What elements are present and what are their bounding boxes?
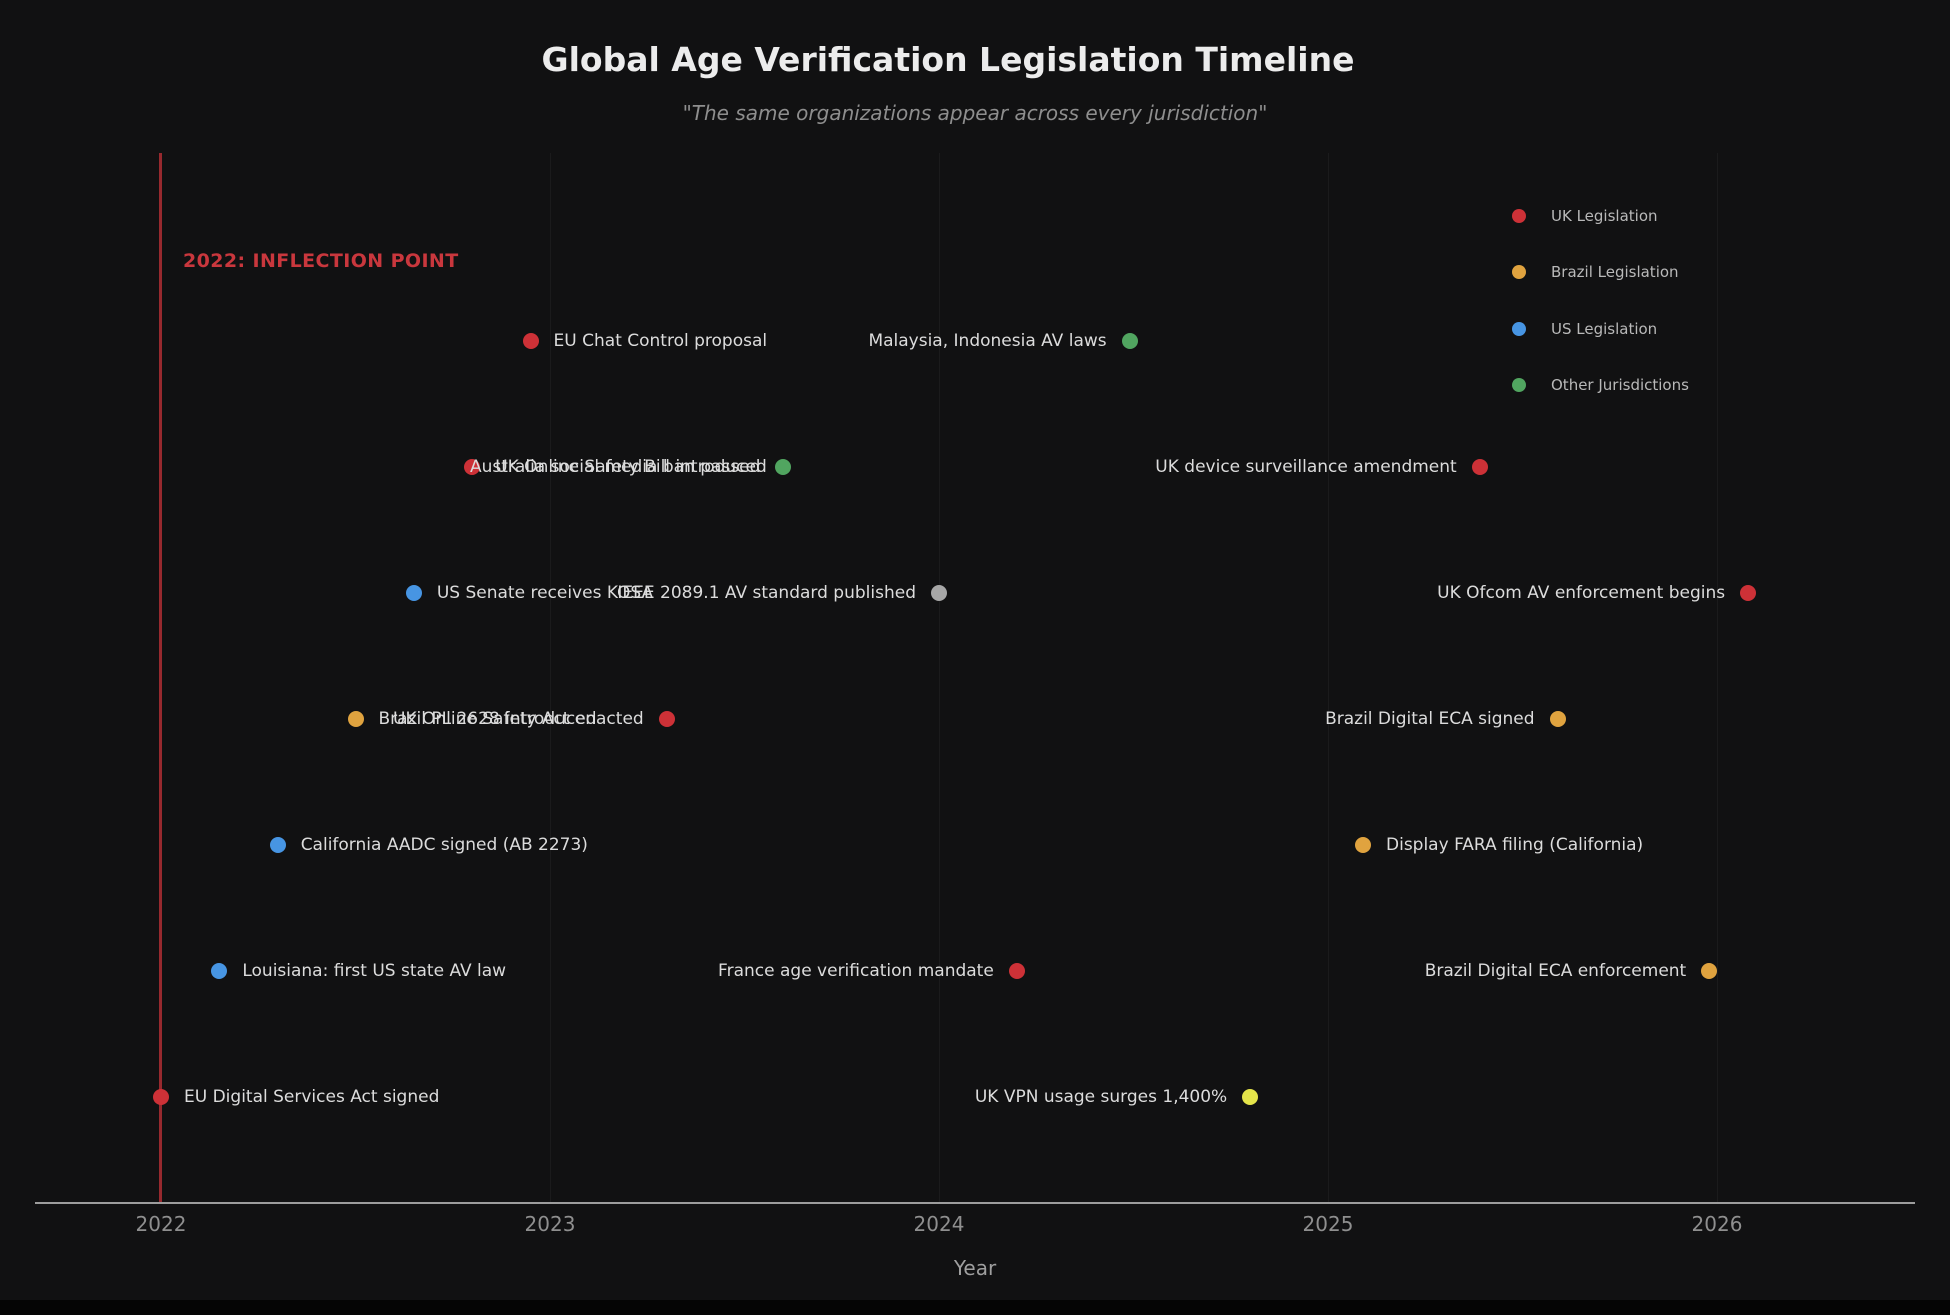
bottom-strip [0, 1300, 1950, 1315]
event-dot [1242, 1089, 1259, 1105]
event-label: Australia social media ban passed [470, 457, 761, 477]
legend-dot [1512, 377, 1526, 392]
event-label: UK Online Safety Bill introduced [495, 457, 767, 477]
x-axis-label: Year [953, 1256, 997, 1280]
event-dot [1355, 837, 1371, 853]
legend-dot [1512, 321, 1526, 336]
x-tick-label: 2024 [913, 1212, 965, 1236]
event-label: IEEE 2089.1 AV standard published [617, 583, 916, 603]
inflection-point-annotation: 2022: INFLECTION POINT [183, 250, 459, 272]
chart-subtitle: "The same organizations appear across ev… [682, 101, 1268, 125]
x-tick-label: 2026 [1691, 1212, 1743, 1236]
event-dot [1549, 711, 1566, 727]
event-dot [464, 459, 481, 475]
event-label: EU Digital Services Act signed [184, 1087, 440, 1107]
event-dot [1701, 963, 1718, 979]
event-label: UK device surveillance amendment [1155, 457, 1457, 477]
event-label: Brazil PL 2628 introduced [378, 709, 597, 729]
legend-dot [1512, 265, 1526, 280]
event-dot [931, 585, 947, 601]
x-tick-label: 2025 [1302, 1212, 1354, 1236]
event-label: Display FARA filing (California) [1386, 835, 1644, 855]
event-label: California AADC signed (AB 2273) [300, 835, 588, 855]
event-dot [211, 963, 228, 979]
year-gridline [938, 153, 940, 1202]
event-dot [1008, 963, 1025, 979]
event-label: UK VPN usage surges 1,400% [974, 1087, 1228, 1107]
event-dot [269, 837, 286, 853]
event-dot [658, 711, 675, 727]
x-tick-label: 2023 [524, 1212, 576, 1236]
event-label: US Senate receives KOSA [436, 583, 654, 603]
legend-label: Brazil Legislation [1551, 263, 1679, 282]
year-gridline [1327, 153, 1329, 1202]
year-gridline [549, 153, 551, 1202]
event-label: Brazil Digital ECA enforcement [1424, 961, 1687, 981]
event-dot [775, 459, 792, 475]
event-label: UK Ofcom AV enforcement begins [1437, 583, 1726, 603]
event-label: UK Online Safety Act enacted [393, 709, 644, 729]
event-label: EU Chat Control proposal [553, 331, 768, 351]
legend-label: UK Legislation [1551, 207, 1658, 225]
inflection-point-line [159, 153, 162, 1202]
year-gridline [1716, 153, 1718, 1202]
event-dot [522, 333, 539, 349]
legend-label: Other Jurisdictions [1551, 375, 1689, 394]
event-dot [1121, 333, 1138, 349]
x-axis-line [35, 1202, 1915, 1204]
x-tick-label: 2022 [135, 1212, 187, 1236]
event-dot [405, 585, 422, 601]
event-label: Louisiana: first US state AV law [242, 961, 507, 981]
legend-dot [1512, 209, 1526, 223]
event-dot [153, 1089, 169, 1105]
event-dot [1740, 585, 1757, 601]
event-label: Malaysia, Indonesia AV laws [868, 331, 1107, 351]
event-dot [1471, 459, 1488, 475]
legend-label: US Legislation [1551, 319, 1658, 338]
event-label: Brazil Digital ECA signed [1325, 709, 1535, 729]
chart-title: Global Age Verification Legislation Time… [541, 40, 1355, 79]
event-dot [347, 711, 364, 727]
event-label: France age verification mandate [718, 961, 994, 981]
